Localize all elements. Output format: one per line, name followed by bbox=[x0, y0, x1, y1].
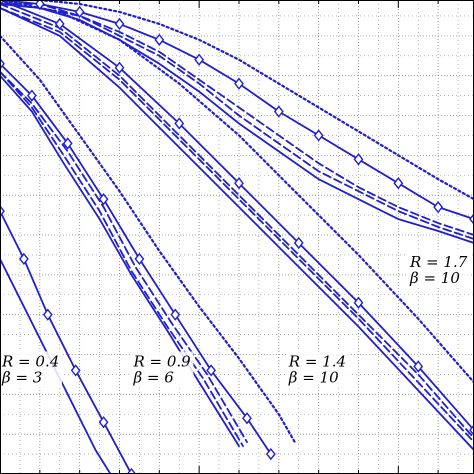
diamond-marker bbox=[293, 236, 304, 250]
diamond-marker bbox=[42, 308, 53, 321]
diamond-marker bbox=[62, 137, 73, 150]
diamond-marker bbox=[174, 117, 185, 130]
series-line-solid bbox=[0, 7, 474, 452]
series-line-dashed bbox=[0, 3, 474, 440]
diamond-marker bbox=[54, 17, 65, 31]
diamond-marker bbox=[70, 364, 81, 377]
diamond-marker bbox=[433, 201, 444, 214]
diamond-marker bbox=[26, 89, 37, 102]
diamond-marker bbox=[74, 5, 85, 19]
annotation-beta-value: β = 3 bbox=[1, 368, 42, 386]
series-line-dotted bbox=[0, 0, 474, 384]
annotation-label: R = 1.4β = 10 bbox=[286, 351, 349, 388]
diamond-marker bbox=[134, 252, 145, 266]
series-line-dashed bbox=[0, 70, 248, 444]
annotation-background bbox=[286, 351, 349, 388]
diamond-marker bbox=[353, 153, 364, 166]
diamond-marker bbox=[234, 177, 244, 190]
annotations: R = 0.4β = 3R = 0.9β = 6R = 1.4β = 10R =… bbox=[0, 251, 470, 388]
annotation-background bbox=[131, 351, 194, 388]
diamond-marker bbox=[114, 17, 125, 31]
annotation-beta-value: β = 10 bbox=[409, 269, 460, 287]
annotation-background bbox=[0, 351, 62, 388]
diamond-marker bbox=[98, 416, 109, 429]
diamond-marker bbox=[393, 177, 404, 190]
annotation-label: R = 0.9β = 6 bbox=[131, 351, 194, 388]
series-line-solid bbox=[0, 210, 133, 474]
diamond-marker bbox=[206, 364, 217, 377]
annotation-r-value: R = 1.7 bbox=[409, 253, 468, 271]
annotation-beta-value: β = 10 bbox=[288, 368, 339, 386]
diamond-marker bbox=[98, 193, 109, 206]
diamond-marker bbox=[154, 33, 165, 46]
diamond-marker bbox=[19, 252, 29, 266]
series-line-dotted bbox=[0, 34, 296, 444]
series-line-dashed bbox=[0, 70, 244, 448]
annotation-r-value: R = 0.4 bbox=[1, 352, 59, 370]
diamond-marker bbox=[313, 129, 324, 142]
diamond-marker bbox=[265, 447, 276, 461]
annotation-label: R = 0.4β = 3 bbox=[0, 351, 62, 388]
annotation-beta-value: β = 6 bbox=[132, 368, 174, 386]
annotation-r-value: R = 0.9 bbox=[132, 352, 191, 370]
diamond-marker bbox=[273, 105, 284, 118]
annotation-label: R = 1.7β = 10 bbox=[408, 251, 470, 288]
diamond-marker bbox=[234, 77, 244, 90]
series-line-solid bbox=[0, 3, 474, 244]
annotation-r-value: R = 1.4 bbox=[288, 352, 346, 370]
diamond-marker bbox=[126, 467, 137, 474]
diamond-marker bbox=[413, 360, 424, 373]
series-line-dashed bbox=[0, 3, 474, 236]
diamond-marker bbox=[194, 53, 205, 66]
annotation-background bbox=[408, 251, 470, 288]
diamond-marker bbox=[34, 0, 45, 11]
series-line-solid bbox=[0, 74, 240, 448]
diamond-marker bbox=[353, 296, 364, 309]
diamond-marker bbox=[242, 412, 252, 425]
diamond-marker bbox=[114, 61, 125, 74]
diamond-marker bbox=[170, 308, 181, 321]
series-line-dashed bbox=[0, 7, 474, 444]
series-line-dotted bbox=[0, 0, 474, 201]
